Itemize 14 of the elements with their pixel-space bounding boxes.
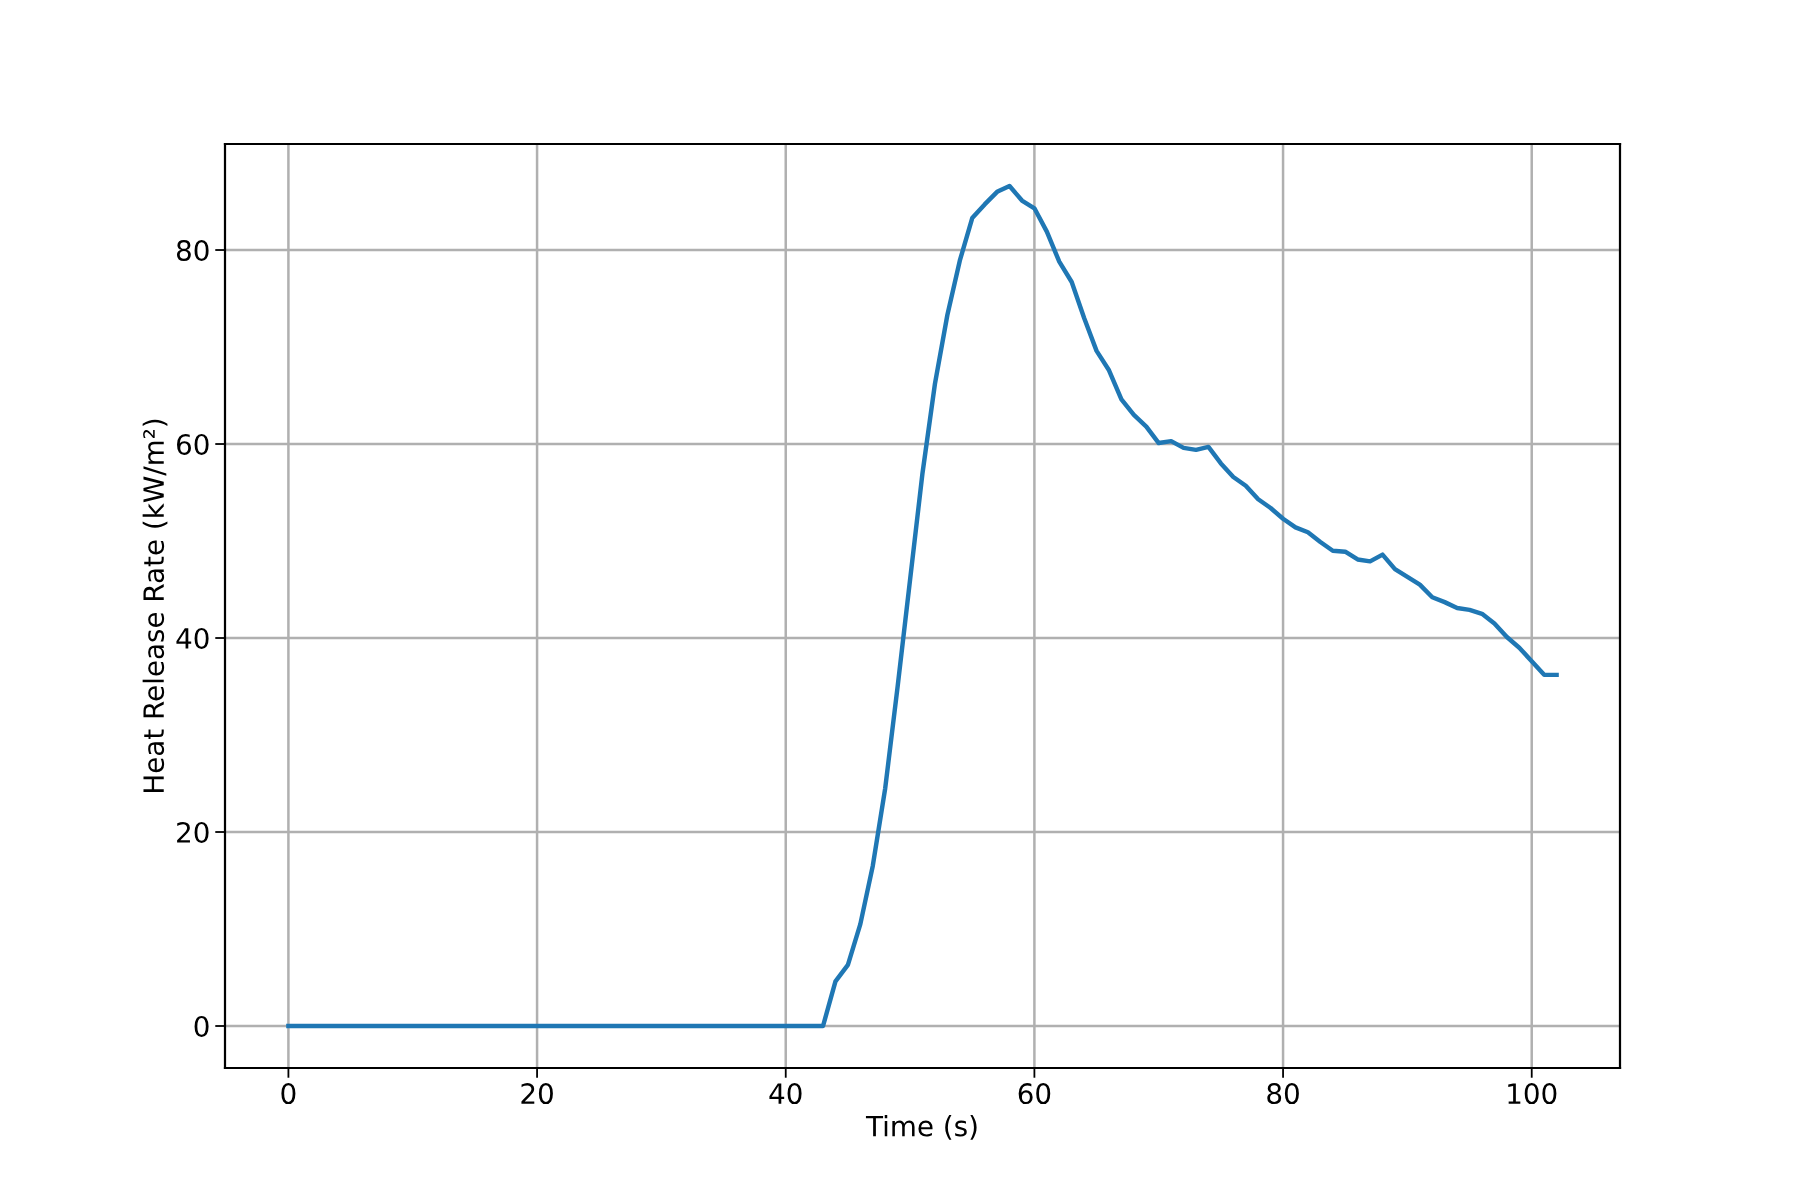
y-tick-label: 60 xyxy=(177,433,209,455)
y-tick-label: 20 xyxy=(177,821,209,843)
line-series xyxy=(286,183,1559,1029)
x-tick-label: 0 xyxy=(281,1083,296,1105)
y-tick-label: 40 xyxy=(176,627,209,649)
x-tick-label: 80 xyxy=(1267,1083,1299,1105)
y-tick-label: 80 xyxy=(176,239,209,261)
x-tick-label: 40 xyxy=(769,1083,802,1105)
x-tick-label: 60 xyxy=(1018,1083,1051,1105)
y-tick-label: 0 xyxy=(194,1015,209,1037)
x-tick-label: 20 xyxy=(521,1083,553,1105)
x-tick-label: 100 xyxy=(1508,1083,1557,1105)
x-axis-title: Time (s) xyxy=(865,1115,977,1140)
y-axis-title: Heat Release Rate (kW/m²) xyxy=(142,419,168,792)
